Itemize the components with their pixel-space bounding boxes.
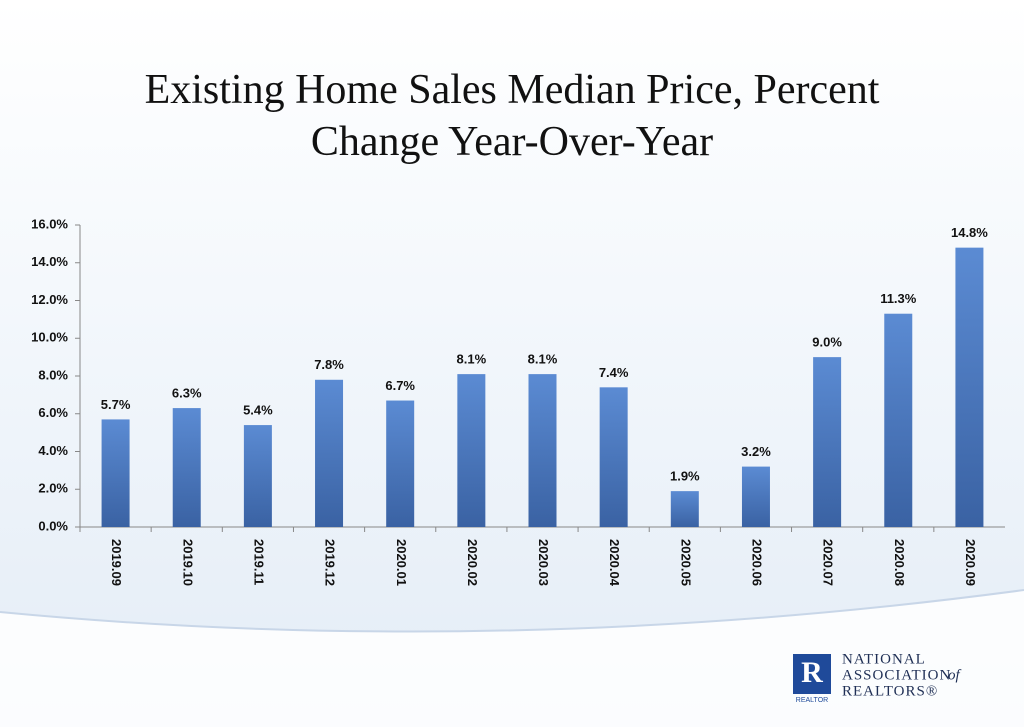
x-tick-label: 2019.09 (109, 539, 124, 586)
swoosh-line (0, 589, 1024, 633)
data-label: 8.1% (457, 352, 487, 367)
data-label: 9.0% (812, 335, 842, 350)
data-label: 7.8% (314, 357, 344, 372)
bar (884, 313, 913, 527)
bar (386, 400, 415, 527)
bar (741, 466, 770, 527)
logo-line: NATIONAL (842, 651, 926, 667)
x-tick-label: 2019.11 (251, 539, 266, 585)
bar (528, 374, 557, 527)
bar (670, 491, 699, 527)
logo-line: of (948, 667, 962, 683)
x-tick-label: 2020.08 (892, 539, 907, 586)
y-tick-label: 12.0% (31, 292, 68, 307)
bar (315, 379, 344, 527)
data-label: 6.7% (385, 378, 415, 393)
y-tick-label: 6.0% (38, 405, 68, 420)
logo: R REALTOR NATIONAL ASSOCIATION of REALTO… (793, 651, 962, 704)
data-label: 7.4% (599, 365, 629, 380)
x-tick-label: 2020.06 (750, 539, 765, 586)
background-swoosh (0, 590, 1024, 727)
y-tick-label: 4.0% (38, 443, 68, 458)
logo-mark: R (801, 656, 823, 689)
data-label: 8.1% (528, 352, 558, 367)
bar (599, 387, 628, 527)
y-tick-label: 16.0% (31, 216, 68, 231)
bar (457, 374, 486, 527)
y-tick-label: 8.0% (38, 367, 68, 382)
x-tick-label: 2020.01 (394, 539, 409, 586)
data-label: 5.4% (243, 403, 273, 418)
data-label: 11.3% (880, 291, 917, 306)
chart-title: Existing Home Sales Median Price, Percen… (144, 67, 880, 165)
data-label: 5.7% (101, 397, 131, 412)
data-label: 1.9% (670, 469, 700, 484)
x-tick-label: 2020.02 (465, 539, 480, 586)
y-tick-label: 2.0% (38, 481, 68, 496)
bar (101, 419, 130, 527)
bar (955, 247, 984, 527)
x-tick-label: 2020.05 (678, 539, 693, 586)
bar (172, 408, 201, 527)
x-tick-label: 2020.03 (536, 539, 551, 586)
logo-badge-text: REALTOR (796, 697, 828, 704)
x-tick-label: 2019.12 (323, 539, 338, 586)
y-tick-label: 10.0% (31, 330, 68, 345)
x-tick-label: 2020.04 (607, 539, 622, 587)
x-tick-label: 2019.10 (180, 539, 195, 586)
x-tick-label: 2020.09 (963, 539, 978, 586)
logo-line: ASSOCIATION (842, 667, 951, 683)
logo-line: REALTORS® (842, 683, 938, 699)
bar (813, 357, 842, 527)
y-tick-label: 14.0% (31, 254, 68, 269)
logo-badge (793, 654, 831, 694)
data-label: 6.3% (172, 386, 202, 401)
bar (243, 425, 272, 527)
data-label: 14.8% (951, 225, 988, 240)
data-label: 3.2% (741, 444, 771, 459)
y-tick-label: 0.0% (38, 518, 68, 533)
x-tick-label: 2020.07 (821, 539, 836, 586)
